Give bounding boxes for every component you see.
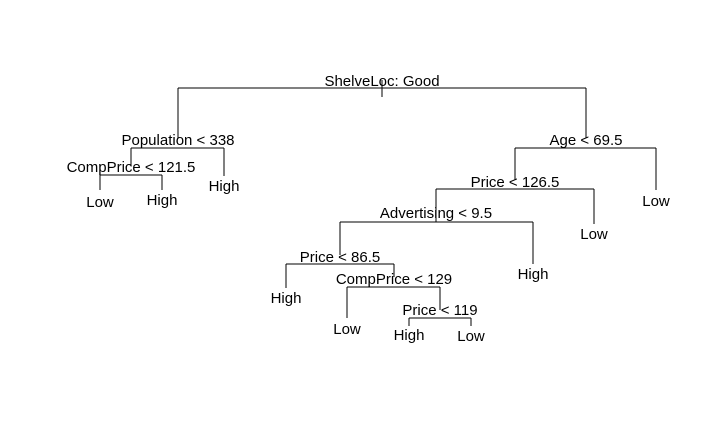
leaf-label-low: Low (86, 194, 114, 211)
node-label-compprice-129: CompPrice < 129 (336, 271, 452, 288)
tree-edges (99, 80, 657, 326)
leaf-label-low: Low (580, 226, 608, 243)
leaf-label-high: High (209, 178, 240, 195)
node-label-age-69-5: Age < 69.5 (550, 132, 623, 149)
node-label-shelveloc-good: ShelveLoc: Good (324, 73, 439, 90)
node-label-compprice-121-5: CompPrice < 121.5 (67, 159, 196, 176)
leaf-label-low: Low (457, 328, 485, 345)
node-label-price-119: Price < 119 (402, 302, 477, 319)
leaf-label-high: High (271, 290, 302, 307)
node-label-price-126-5: Price < 126.5 (471, 174, 560, 191)
leaf-label-high: High (394, 327, 425, 344)
leaf-label-low: Low (642, 193, 670, 210)
leaf-label-high: High (147, 192, 178, 209)
node-label-advertising-9-5: Advertising < 9.5 (380, 205, 492, 222)
node-label-price-86-5: Price < 86.5 (300, 249, 380, 266)
node-label-population-338: Population < 338 (121, 132, 234, 149)
leaf-label-high: High (518, 266, 549, 283)
leaf-label-low: Low (333, 321, 361, 338)
tree-labels: ShelveLoc: Good Population < 338 CompPri… (67, 73, 670, 345)
